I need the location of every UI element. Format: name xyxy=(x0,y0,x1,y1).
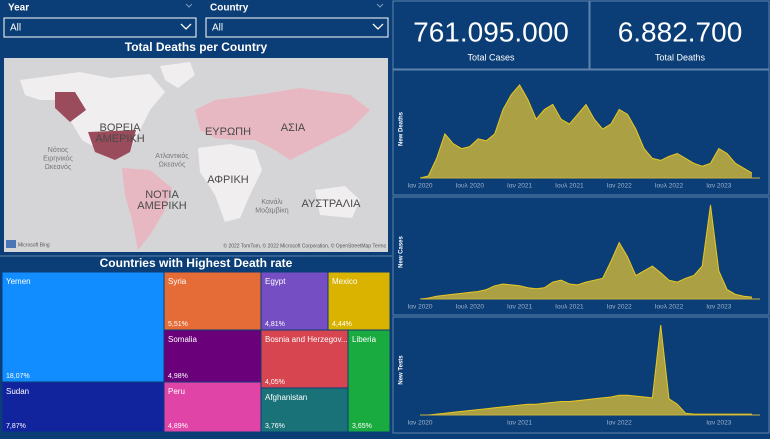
map-label: Νότιος xyxy=(48,146,69,154)
map-label: Ωκεανός xyxy=(45,163,72,171)
map-logo: Microsoft Bing xyxy=(18,242,50,248)
filter-label: Year xyxy=(8,3,29,14)
tile-label: Bosnia and Herzegov... xyxy=(265,335,348,344)
x-tick-label: Ιουλ 2022 xyxy=(655,183,684,190)
x-tick-label: Ιουλ 2021 xyxy=(555,304,584,311)
x-tick-label: Ιαν 2022 xyxy=(607,420,632,427)
x-tick-label: Ιαν 2021 xyxy=(507,183,532,190)
kpi-value: 6.882.700 xyxy=(618,16,743,47)
tile-value: 3,76% xyxy=(265,423,285,430)
region-shaded xyxy=(55,92,86,122)
map-label: Κανάλι xyxy=(261,198,283,206)
map-label: ΑΣΙΑ xyxy=(281,122,306,134)
tile-value: 4,98% xyxy=(168,373,188,380)
area-line xyxy=(419,84,753,179)
map-label: ΑΦΡΙΚΗ xyxy=(207,174,249,186)
tile-value: 4,81% xyxy=(265,321,285,328)
region-shaded xyxy=(88,130,136,160)
filter-collapse[interactable] xyxy=(185,3,384,8)
dropdown-value[interactable]: All xyxy=(212,23,223,34)
map-attribution: © 2022 TomTom, © 2022 Microsoft Corporat… xyxy=(223,242,386,249)
tile-value: 4,89% xyxy=(168,423,188,430)
x-tick-label: Ιουλ 2022 xyxy=(655,304,684,311)
land xyxy=(198,144,262,222)
area xyxy=(420,205,752,299)
tile-label: Somalia xyxy=(168,335,197,344)
map-label: Ειρηνικός xyxy=(43,154,73,162)
treemap-tile xyxy=(347,329,391,433)
dropdown-value[interactable]: All xyxy=(10,23,21,34)
map-label: ΒΟΡΕΙΑ xyxy=(100,122,142,134)
tile-label: Syria xyxy=(168,277,187,286)
x-tick-label: Ιαν 2023 xyxy=(706,183,731,190)
area xyxy=(420,84,752,178)
y-axis-label: New Deaths xyxy=(399,111,405,146)
tile-label: Sudan xyxy=(6,387,29,396)
chart-frame xyxy=(392,316,770,434)
x-tick-label: Ιαν 2023 xyxy=(706,304,731,311)
x-tick-label: Ιαν 2022 xyxy=(607,304,632,311)
kpi-caption: Total Deaths xyxy=(655,52,706,62)
map-label: Ατλαντικός xyxy=(155,152,189,160)
map-label: Μοζαμβίκη xyxy=(255,206,289,214)
chart-frame xyxy=(392,69,770,196)
tile-label: Afghanistan xyxy=(265,393,307,402)
tile-value: 3,65% xyxy=(352,423,372,430)
tile-value: 5,51% xyxy=(168,321,188,328)
area-line xyxy=(419,204,753,300)
y-axis-label: New Tests xyxy=(399,355,405,385)
logo-icon xyxy=(6,240,16,248)
kpi-caption: Total Cases xyxy=(467,52,515,62)
treemap-tile xyxy=(327,271,391,331)
land xyxy=(315,186,360,218)
tile-label: Yemen xyxy=(6,277,31,286)
x-tick-label: Ιουλ 2020 xyxy=(456,304,485,311)
card-frame xyxy=(589,0,770,70)
x-tick-label: Ιουλ 2020 xyxy=(456,183,485,190)
area-line xyxy=(420,324,752,416)
land xyxy=(160,62,195,88)
dropdown-chevron[interactable] xyxy=(180,23,192,30)
tile-value: 7,87% xyxy=(6,423,26,430)
x-tick-label: Ιαν 2020 xyxy=(407,420,432,427)
treemap-tile xyxy=(260,329,349,389)
x-tick-label: Ιαν 2023 xyxy=(706,420,731,427)
tile-value: 4,44% xyxy=(332,321,352,328)
map-label: Ωκεανός xyxy=(159,160,186,168)
filter-label: Country xyxy=(210,3,249,14)
chart-frame xyxy=(392,196,770,316)
treemap-tile xyxy=(1,271,165,383)
x-tick-label: Ιαν 2020 xyxy=(407,304,432,311)
x-tick-label: Ιαν 2022 xyxy=(607,183,632,190)
treemap-tile xyxy=(260,271,329,331)
x-tick-label: Ιαν 2021 xyxy=(507,420,532,427)
tile-label: Mexico xyxy=(332,277,358,286)
map xyxy=(4,58,388,252)
region-shaded xyxy=(195,88,370,160)
map-label: ΑΜΕΡΙΚΗ xyxy=(95,133,145,145)
tile-label: Egypt xyxy=(265,277,286,286)
map-label: ΑΜΕΡΙΚΗ xyxy=(137,200,187,212)
tile-value: 4,05% xyxy=(265,379,285,386)
x-tick-label: Ιουλ 2021 xyxy=(555,183,584,190)
dropdown[interactable] xyxy=(3,17,197,38)
tile-label: Peru xyxy=(168,387,185,396)
tile-label: Liberia xyxy=(352,335,377,344)
treemap-tile xyxy=(260,387,349,433)
map-label: ΝΟΤΙΑ xyxy=(145,189,179,201)
chart-title: Countries with Highest Death rate xyxy=(100,256,293,270)
x-tick-label: Ιαν 2021 xyxy=(507,304,532,311)
x-tick-label: Ιαν 2020 xyxy=(407,183,432,190)
kpi-value: 761.095.000 xyxy=(413,16,569,47)
y-axis-label: New Cases xyxy=(399,235,405,267)
tile-value: 18,07% xyxy=(6,373,30,380)
map-label: ΑΥΣΤΡΑΛΙΑ xyxy=(302,198,362,210)
dropdown-chevron[interactable] xyxy=(372,23,384,30)
map-label: ΕΥΡΩΠΗ xyxy=(205,126,251,138)
dropdown[interactable] xyxy=(205,17,389,38)
region-shaded xyxy=(122,168,172,250)
map-title: Total Deaths per Country xyxy=(125,40,268,54)
card-frame xyxy=(392,0,590,70)
